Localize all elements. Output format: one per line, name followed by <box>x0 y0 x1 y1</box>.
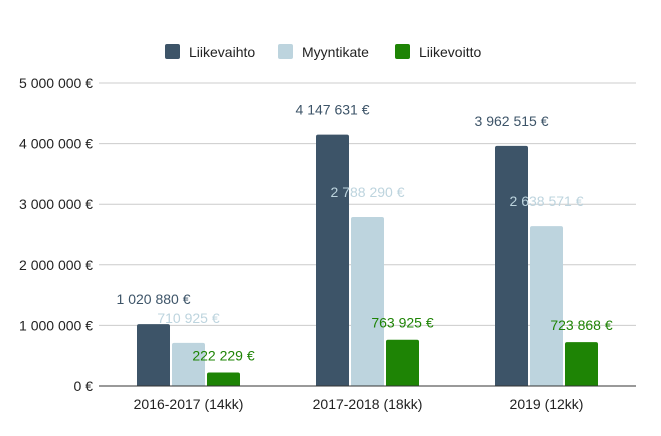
bar-liikevoitto-2 <box>565 342 598 386</box>
x-category-label: 2016-2017 (14kk) <box>134 396 244 412</box>
y-tick-label: 1 000 000 € <box>19 317 93 333</box>
y-axis-ticks: 0 € 1 000 000 € 2 000 000 € 3 000 000 € 4 00… <box>19 75 93 394</box>
legend-label: Liikevoitto <box>419 44 481 60</box>
legend-label: Myyntikate <box>302 44 369 60</box>
y-tick-label: 5 000 000 € <box>19 75 93 91</box>
bars <box>137 134 598 386</box>
legend-swatch <box>278 44 293 59</box>
x-category-label: 2019 (12kk) <box>510 396 584 412</box>
x-axis-categories: 2016-2017 (14kk) 2017-2018 (18kk) 2019 (12… <box>134 396 584 412</box>
data-label: 3 962 515 € <box>475 113 549 129</box>
y-tick-label: 3 000 000 € <box>19 196 93 212</box>
bar-liikevoitto-0 <box>207 372 240 386</box>
data-label: 2 788 290 € <box>331 184 405 200</box>
bar-myyntikate-0 <box>172 342 205 386</box>
legend-swatch <box>395 44 410 59</box>
data-labels: 1 020 880 € 710 925 € 222 229 € 4 147 631 €… <box>117 102 613 364</box>
bar-liikevaihto-0 <box>137 324 170 386</box>
y-tick-label: 2 000 000 € <box>19 257 93 273</box>
data-label: 723 868 € <box>550 317 612 333</box>
bar-myyntikate-1 <box>351 217 384 386</box>
y-tick-label: 0 € <box>74 378 94 394</box>
bar-liikevoitto-1 <box>386 339 419 386</box>
bar-myyntikate-2 <box>530 226 563 386</box>
bar-liikevaihto-1 <box>316 134 349 386</box>
data-label: 4 147 631 € <box>296 102 370 118</box>
bar-liikevaihto-2 <box>495 145 528 386</box>
data-label: 763 925 € <box>371 315 433 331</box>
data-label: 2 638 571 € <box>510 193 584 209</box>
x-category-label: 2017-2018 (18kk) <box>313 396 423 412</box>
y-tick-label: 4 000 000 € <box>19 136 93 152</box>
legend-label: Liikevaihto <box>189 44 255 60</box>
legend: Liikevaihto Myyntikate Liikevoitto <box>165 44 481 60</box>
data-label: 1 020 880 € <box>117 291 191 307</box>
legend-swatch <box>165 44 180 59</box>
data-label: 222 229 € <box>192 348 254 364</box>
data-label: 710 925 € <box>157 310 219 326</box>
